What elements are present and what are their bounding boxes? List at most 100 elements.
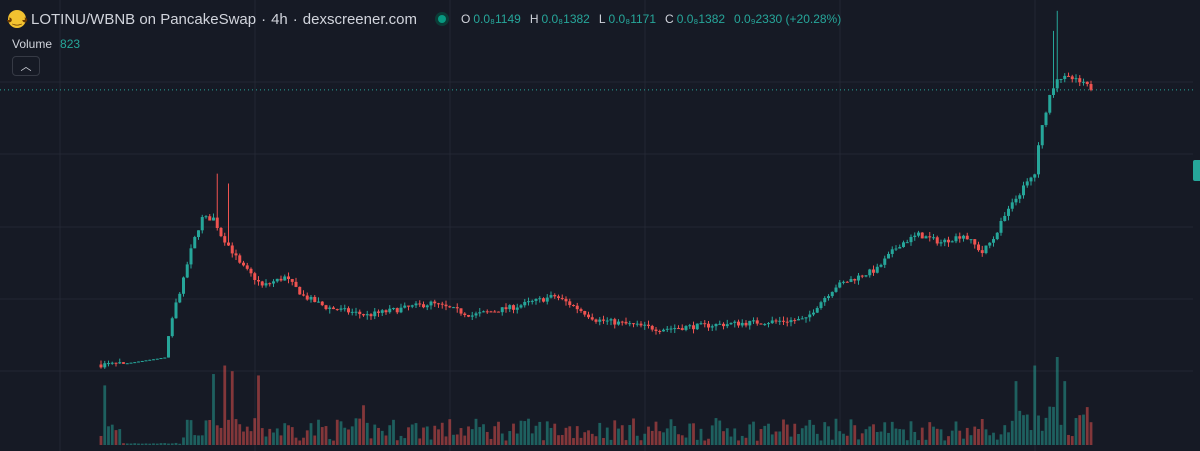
- candle-body: [298, 286, 302, 295]
- volume-bar: [669, 419, 673, 445]
- candle-body: [628, 323, 632, 325]
- volume-bar: [789, 436, 793, 445]
- candle-body: [354, 311, 358, 313]
- candle-body: [530, 300, 534, 302]
- candle-body: [860, 275, 864, 277]
- volume-bar: [350, 426, 354, 445]
- volume-bar: [654, 421, 658, 445]
- candle-body: [373, 311, 377, 317]
- volume-bar: [1044, 417, 1048, 445]
- volume-bar: [549, 427, 553, 445]
- last-price-marker: [1193, 160, 1200, 181]
- candle-body: [1082, 81, 1085, 83]
- volume-bar: [444, 436, 448, 445]
- volume-bar: [354, 418, 358, 445]
- volume-bar: [523, 421, 527, 445]
- volume-bar: [767, 423, 770, 445]
- candle-body: [170, 318, 174, 337]
- volume-bar: [452, 434, 455, 445]
- candle-body: [875, 266, 879, 273]
- candle-body: [632, 323, 635, 325]
- candle-body: [613, 319, 617, 325]
- candle-body: [688, 325, 692, 327]
- candle-body: [260, 281, 264, 286]
- chart-legend-header: ◕‿◕ LOTINU/WBNB on PancakeSwap · 4h · de…: [6, 10, 842, 28]
- volume-bar: [110, 424, 114, 445]
- candle-body: [920, 232, 924, 239]
- volume-bar: [230, 371, 234, 445]
- candle-body: [305, 295, 309, 300]
- volume-bar: [242, 431, 245, 445]
- market-status-icon[interactable]: [435, 12, 450, 26]
- candle-body: [909, 236, 913, 243]
- volume-bar: [924, 439, 928, 445]
- candle-body: [332, 307, 335, 310]
- candle-body: [197, 230, 200, 238]
- volume-bar: [1003, 425, 1007, 445]
- candle-body: [523, 301, 527, 306]
- volume-bar: [1014, 381, 1018, 445]
- candle-body: [193, 237, 197, 249]
- volume-bar: [234, 419, 238, 445]
- candle-body: [883, 258, 887, 265]
- candle-body: [568, 301, 572, 306]
- candle-body: [444, 304, 448, 307]
- volume-bar: [178, 443, 182, 445]
- candle-body: [977, 244, 980, 251]
- candle-body: [403, 305, 407, 308]
- collapse-legend-button[interactable]: ︿: [12, 56, 40, 76]
- candle-body: [819, 302, 823, 309]
- volume-legend: Volume 823: [12, 37, 80, 51]
- candle-body: [707, 323, 710, 328]
- candle-body: [748, 320, 752, 326]
- candle-body: [1074, 78, 1078, 80]
- volume-bar: [287, 425, 290, 445]
- volume-bar: [395, 440, 399, 445]
- candle-body: [512, 305, 515, 310]
- candle-body: [1078, 78, 1082, 83]
- candle-body: [137, 361, 140, 363]
- volume-bar: [275, 428, 279, 445]
- volume-bar: [710, 425, 714, 445]
- volume-bar: [932, 426, 935, 445]
- volume-bar: [763, 425, 767, 445]
- candle-body: [954, 236, 958, 242]
- volume-bar: [122, 443, 125, 445]
- candle-body: [313, 296, 317, 303]
- volume-bar: [148, 443, 152, 445]
- volume-bar: [935, 428, 939, 445]
- candle-body: [838, 282, 842, 288]
- volume-bar: [369, 438, 373, 445]
- candle-body: [643, 324, 647, 326]
- volume-bar: [624, 440, 628, 445]
- candle-body: [992, 239, 995, 243]
- candle-body: [185, 264, 189, 278]
- candle-body: [230, 245, 234, 254]
- change-value: 0.0₉2330 (+20.28%): [734, 12, 842, 26]
- volume-bar: [437, 429, 440, 445]
- volume-bar: [797, 434, 800, 445]
- candle-body: [362, 314, 365, 316]
- interval-label[interactable]: 4h: [271, 10, 288, 28]
- volume-bar: [707, 438, 710, 445]
- volume-bar: [902, 429, 905, 445]
- candle-body: [122, 362, 125, 364]
- candle-body: [1063, 75, 1067, 80]
- volume-bar: [995, 439, 999, 445]
- volume-bar: [542, 440, 545, 445]
- volume-bar: [144, 443, 148, 445]
- volume-bar: [545, 421, 549, 445]
- candle-body: [905, 242, 909, 244]
- volume-bar: [557, 435, 560, 445]
- volume-bar: [455, 434, 459, 445]
- candle-body: [129, 362, 133, 364]
- candle-body: [1037, 145, 1040, 175]
- candle-body: [155, 358, 159, 360]
- volume-bar: [493, 426, 497, 445]
- volume-bar: [770, 434, 774, 445]
- candle-body: [744, 322, 748, 326]
- candle-body: [474, 313, 478, 316]
- candle-body: [268, 283, 272, 285]
- candle-body: [973, 239, 977, 245]
